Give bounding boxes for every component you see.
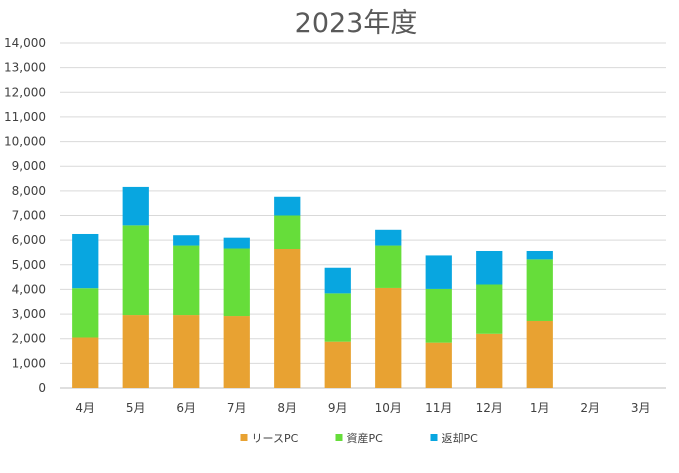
bar-segment <box>223 316 250 388</box>
bar-segment <box>526 250 553 260</box>
bar-segment <box>223 237 250 249</box>
bar-segment <box>476 284 503 334</box>
bar-segment <box>72 337 99 388</box>
x-tick-label: 3月 <box>631 401 651 415</box>
bar-segment <box>122 315 149 388</box>
legend-swatch <box>430 434 438 441</box>
x-tick-label: 8月 <box>277 401 297 415</box>
bar-segment <box>375 287 402 388</box>
bar-segment <box>223 248 250 317</box>
bar-segment <box>526 259 553 321</box>
legend: リースPC 資産PC 返却PC <box>240 432 479 445</box>
y-tick-label: 6,000 <box>12 233 46 247</box>
bar-segment <box>375 229 402 246</box>
bar-segment <box>122 186 149 226</box>
y-tick-label: 13,000 <box>4 61 46 75</box>
bar-segment <box>122 225 149 316</box>
x-tick-label: 5月 <box>126 401 146 415</box>
y-tick-label: 7,000 <box>12 209 46 223</box>
bar-segment <box>173 245 200 316</box>
x-tick-label: 7月 <box>227 401 247 415</box>
bar-segment <box>274 249 301 388</box>
bar-segment <box>476 250 503 285</box>
x-tick-label: 4月 <box>75 401 95 415</box>
y-tick-label: 5,000 <box>12 258 46 272</box>
bar-segment <box>324 293 351 342</box>
x-tick-label: 10月 <box>375 401 402 415</box>
gridlines <box>60 42 666 389</box>
bar-segment <box>526 320 553 388</box>
x-tick-label: 12月 <box>476 401 503 415</box>
bar-segment <box>324 341 351 388</box>
legend-label: 返却PC <box>442 432 479 445</box>
bar-segment <box>375 245 402 288</box>
legend-swatch <box>335 434 343 441</box>
chart-title: 2023年度 <box>295 8 418 39</box>
legend-swatch <box>240 434 248 441</box>
y-tick-label: 10,000 <box>4 135 46 149</box>
bar-segment <box>173 315 200 388</box>
bar-segment <box>425 255 452 289</box>
y-axis-ticks: 0 1,000 2,000 3,000 4,000 5,000 6,000 7,000 8,00… <box>4 36 46 395</box>
y-tick-label: 12,000 <box>4 85 46 99</box>
legend-label: リースPC <box>252 432 299 445</box>
legend-label: 資産PC <box>347 432 384 445</box>
bars <box>72 186 553 388</box>
y-tick-label: 0 <box>38 381 46 395</box>
y-tick-label: 11,000 <box>4 110 46 124</box>
x-tick-label: 9月 <box>328 401 348 415</box>
y-tick-label: 2,000 <box>12 332 46 346</box>
y-tick-label: 14,000 <box>4 36 46 50</box>
x-tick-label: 2月 <box>580 401 600 415</box>
y-tick-label: 4,000 <box>12 282 46 296</box>
bar-segment <box>324 267 351 294</box>
y-tick-label: 9,000 <box>12 159 46 173</box>
bar-segment <box>72 288 99 338</box>
bar-segment <box>274 215 301 250</box>
bar-segment <box>476 333 503 388</box>
bar-segment <box>173 235 200 246</box>
bar-segment <box>425 288 452 343</box>
bar-segment <box>425 342 452 388</box>
y-tick-label: 8,000 <box>12 184 46 198</box>
bar-segment <box>274 196 301 216</box>
x-tick-label: 1月 <box>530 401 550 415</box>
bar-segment <box>72 233 99 289</box>
y-tick-label: 1,000 <box>12 356 46 370</box>
x-axis-ticks: 4月 5月 6月 7月 8月 9月 10月 11月 12月 1月 2月 3月 <box>75 401 650 415</box>
x-tick-label: 6月 <box>176 401 196 415</box>
x-tick-label: 11月 <box>425 401 452 415</box>
y-tick-label: 3,000 <box>12 307 46 321</box>
